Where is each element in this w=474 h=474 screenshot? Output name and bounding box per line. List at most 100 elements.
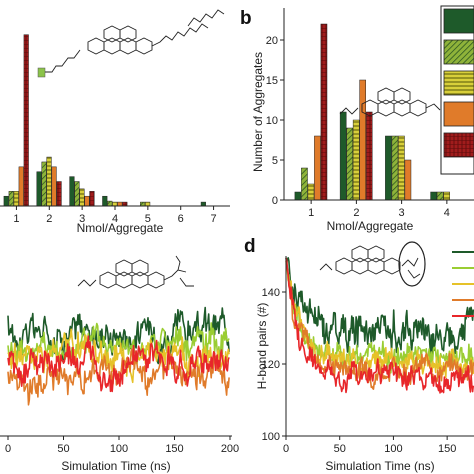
- panel-d-molecule: [319, 241, 426, 287]
- panel-a-molecule: [37, 9, 225, 78]
- panel-a-bar-s2-c5: [140, 201, 146, 207]
- panel-d-series-line-4: [285, 260, 474, 390]
- panel-a-bar-s3-c4: [112, 201, 118, 207]
- panel-a-bar-s2-c3: [74, 181, 80, 207]
- panel-a-ticks: 1 2 3 4 5 6 7: [13, 206, 217, 225]
- panel-d-xtick-label: 150: [438, 443, 456, 455]
- panel-a-xtick-label: 2: [46, 213, 52, 225]
- panel-b-ylabel: Number of Aggregates: [251, 52, 265, 172]
- panel-d-series-line-2: [285, 263, 474, 375]
- panel-d-series-line-1: [285, 256, 474, 358]
- panel-b-bar-s2-c1: [301, 167, 308, 201]
- highlight-circle: [398, 241, 426, 287]
- panel-b-xtick-label: 4: [444, 207, 450, 219]
- panel-b-bar-s5-c2: [365, 111, 373, 201]
- panel-b-ytick-label: 0: [272, 195, 278, 207]
- panel-c-xlabel: Simulation Time (ns): [61, 459, 170, 473]
- panel-a-xtick-label: 3: [79, 213, 85, 225]
- panel-a-bar-s2-c1: [8, 191, 14, 207]
- panel-b-ytick-label: 15: [266, 75, 278, 87]
- panel-a-bar-s4-c4: [117, 201, 123, 207]
- panel-c-xtick-label: 50: [57, 443, 69, 455]
- panel-b-bar-s3-c1: [307, 183, 315, 201]
- panel-b: b 1 2 3 4 0 5 10 15 20 Nmol/Aggregate Number of …: [240, 5, 474, 233]
- panel-d-ylabel: H-bond pairs (#): [255, 303, 269, 390]
- panel-a-xtick-label: 6: [178, 213, 184, 225]
- panel-d-ytick-label: 100: [262, 431, 280, 443]
- panel-a-bar-s3-c1: [13, 191, 19, 207]
- panel-b-molecule: [339, 87, 441, 117]
- panel-d-ytick-label: 140: [262, 287, 280, 299]
- silica-surface-icon: [37, 67, 46, 78]
- panel-b-xtick-label: 1: [308, 207, 314, 219]
- panel-b-bar-s1-c2: [339, 111, 347, 201]
- panel-c-lines: [7, 306, 230, 406]
- panel-a-bar-s5-c4: [122, 201, 128, 207]
- panel-c-series-line-5: [7, 335, 230, 393]
- panel-b-bars: [294, 23, 450, 201]
- panel-a-bar-s4-c2: [51, 166, 57, 207]
- panel-c-xtick-label: 100: [110, 443, 128, 455]
- legend-swatch-5: [443, 132, 474, 158]
- panel-b-bar-s1-c1: [294, 191, 302, 201]
- panel-b-bar-s2-c4: [436, 191, 444, 201]
- panel-d-lines: [285, 256, 474, 394]
- panel-a-bar-s4-c1: [18, 166, 24, 207]
- panel-a-bar-s4-c3: [84, 195, 90, 207]
- panel-a-bar-s1-c3: [69, 176, 75, 207]
- panel-b-xtick-label: 2: [353, 207, 359, 219]
- panel-c: 0 50 100 150 200 Simulation Time (ns): [0, 255, 239, 473]
- panel-b-bar-s4-c3: [404, 159, 412, 201]
- panel-b-bar-s4-c2: [359, 79, 366, 201]
- panel-b-ytick-label: 5: [272, 155, 278, 167]
- panel-a-xtick-label: 5: [145, 213, 151, 225]
- panel-a-xtick-label: 7: [211, 213, 217, 225]
- panel-b-xtick-label: 3: [399, 207, 405, 219]
- panel-a-bars: [3, 34, 206, 207]
- panel-b-bar-s3-c3: [398, 135, 405, 201]
- panel-b-ticks: 1 2 3 4 0 5 10 15 20: [266, 35, 450, 219]
- panel-a-bar-s3-c5: [145, 201, 151, 207]
- panel-b-bar-s2-c2: [346, 127, 353, 201]
- panel-b-xlabel: Nmol/Aggregate: [327, 219, 414, 233]
- panel-d-xtick-label: 100: [384, 443, 402, 455]
- panel-a-bar-s2-c4: [107, 200, 113, 207]
- panel-d: d 0 50 100 150 100 120 140 Simulation Time (ns…: [244, 236, 474, 473]
- panel-d-xlabel: Simulation Time (ns): [325, 459, 434, 473]
- panel-b-legend: [440, 5, 474, 175]
- panel-b-ytick-label: 10: [266, 115, 278, 127]
- legend-swatch-1: [443, 8, 474, 34]
- panel-d-series-line-5: [285, 257, 474, 394]
- panel-d-ticks: 0 50 100 150 100 120 140: [262, 287, 457, 455]
- panel-d-ytick-label: 120: [262, 359, 280, 371]
- panel-a-bar-s1-c7: [200, 201, 206, 207]
- panel-a-bar-s2-c2: [41, 161, 47, 207]
- panel-b-bar-s5-c1: [320, 23, 328, 201]
- panel-a: 1 2 3 4 5 6 7 Nmol/Aggregate: [0, 9, 230, 235]
- panel-a-bar-s3-c3: [79, 188, 85, 207]
- legend-swatch-2: [443, 39, 474, 65]
- panel-c-ticks: 0 50 100 150 200: [5, 436, 239, 455]
- panel-b-bar-s3-c2: [352, 119, 360, 201]
- panel-c-xtick-label: 150: [165, 443, 183, 455]
- panel-b-ytick-label: 20: [266, 35, 278, 47]
- panel-a-bar-s5-c3: [89, 191, 95, 207]
- panel-d-xtick-label: 0: [283, 443, 289, 455]
- panel-a-xtick-label: 1: [13, 213, 19, 225]
- panel-a-xlabel: Nmol/Aggregate: [77, 221, 164, 235]
- panel-d-label: d: [244, 236, 256, 257]
- panel-c-xtick-label: 0: [5, 443, 11, 455]
- legend-swatch-3: [443, 70, 474, 96]
- panel-b-bar-s4-c1: [314, 135, 321, 201]
- panel-a-xtick-label: 4: [112, 213, 118, 225]
- panel-b-label: b: [240, 8, 252, 29]
- panel-b-bar-s2-c3: [391, 135, 399, 201]
- panel-b-bar-s3-c4: [443, 191, 450, 201]
- panel-a-bar-s5-c2: [56, 181, 62, 207]
- legend-swatch-4: [443, 101, 474, 127]
- panel-d-legend: [452, 251, 474, 317]
- panel-c-xtick-label: 200: [221, 443, 239, 455]
- panel-a-bar-s1-c2: [36, 171, 42, 207]
- panel-b-bar-s1-c3: [385, 135, 392, 201]
